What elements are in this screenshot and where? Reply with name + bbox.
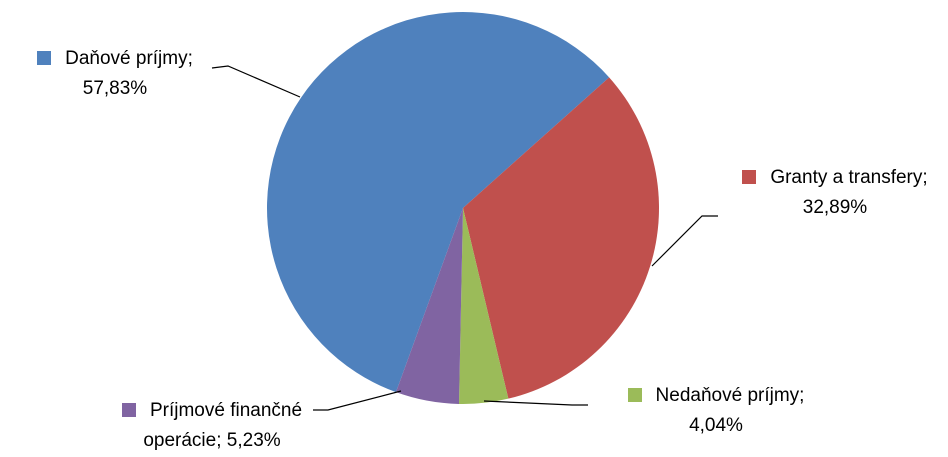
label-separator: ; [187, 48, 193, 69]
data-label: Daňové príjmy; 57,83% [23, 44, 208, 104]
leader-line [651, 215, 718, 267]
slices [266, 11, 659, 404]
label-value: 4,04% [689, 415, 743, 436]
label-name: Príjmové finančné operácie [143, 400, 303, 451]
label-value: 57,83% [82, 78, 148, 99]
label-value: 5,23% [226, 430, 281, 451]
pie-slice [463, 77, 659, 399]
legend-swatch [37, 51, 52, 65]
label-name: Granty a transfery [770, 167, 923, 188]
label-separator: ; [922, 167, 928, 188]
legend-swatch [627, 388, 642, 402]
data-label: Nedaňové príjmy; 4,04% [616, 381, 816, 441]
label-name: Daňové príjmy [65, 48, 188, 69]
data-label: Príjmové finančné operácie; 5,23% [105, 396, 320, 456]
label-separator: ; [799, 385, 805, 406]
legend-swatch [121, 403, 136, 417]
pie-slice [266, 11, 610, 393]
leader-line [483, 400, 588, 406]
leader-line [211, 65, 301, 98]
label-value: 32,89% [802, 197, 868, 218]
pie-slice [395, 208, 463, 404]
pie-slice [458, 208, 509, 404]
data-label: Granty a transfery; 32,89% [735, 163, 935, 223]
legend-swatch [742, 170, 757, 184]
label-name: Nedaňové príjmy [655, 385, 800, 406]
label-separator: ; [216, 430, 222, 451]
leader-line [313, 390, 402, 411]
